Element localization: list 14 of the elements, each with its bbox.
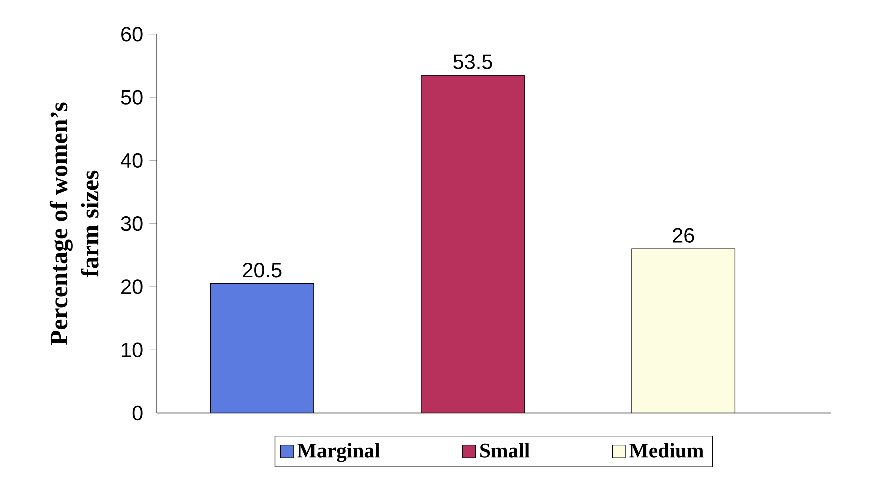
y-tick-label: 40: [121, 153, 143, 168]
y-tick-label: 0: [132, 406, 143, 421]
y-tick-label: 60: [122, 27, 143, 42]
y-axis-title: Percentage of women’s farm sizes: [50, 102, 99, 346]
y-tick-label: 10: [122, 342, 143, 358]
y-tick-label: 50: [121, 90, 143, 105]
data-label: 20.5: [243, 262, 282, 278]
y-tick-label: 20: [122, 280, 143, 294]
legend-label: Medium: [630, 443, 704, 458]
y-tick-label: 30: [121, 216, 143, 232]
data-label: 26: [673, 228, 694, 243]
legend-label: Small: [480, 443, 530, 458]
data-label: 53.5: [454, 54, 492, 70]
legend-label: Marginal: [298, 443, 380, 462]
